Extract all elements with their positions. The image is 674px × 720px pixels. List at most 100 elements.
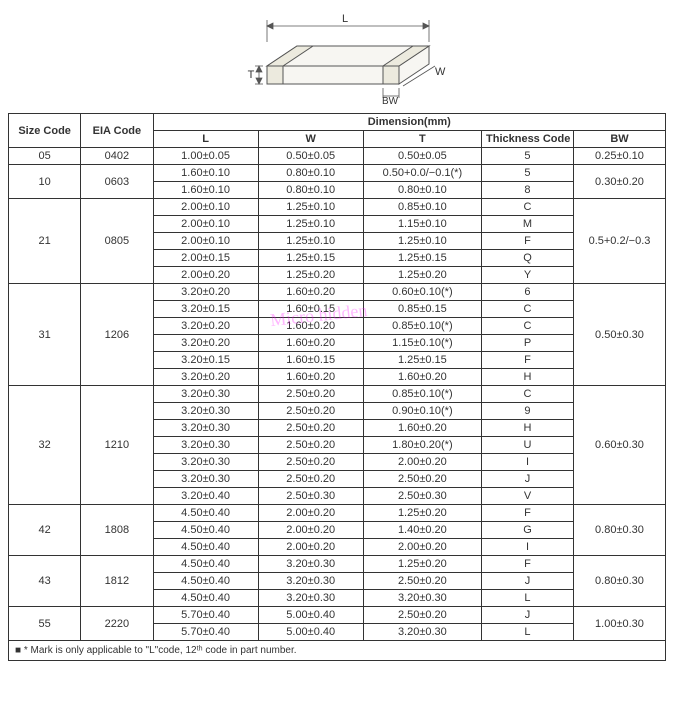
cell-W: 1.60±0.20: [258, 318, 363, 335]
cell-T: 2.00±0.20: [363, 539, 481, 556]
cell-T: 0.85±0.10: [363, 199, 481, 216]
cell-W: 2.00±0.20: [258, 522, 363, 539]
cell-L: 5.70±0.40: [153, 607, 258, 624]
cell-L: 1.60±0.10: [153, 165, 258, 182]
col-dimension: Dimension(mm): [153, 114, 665, 131]
cell-W: 1.60±0.15: [258, 352, 363, 369]
cell-tc: M: [482, 216, 574, 233]
cell-T: 0.50±0.05: [363, 148, 481, 165]
cell-L: 3.20±0.20: [153, 284, 258, 301]
cell-tc: Q: [482, 250, 574, 267]
cell-tc: F: [482, 233, 574, 250]
cell-T: 3.20±0.30: [363, 624, 481, 641]
cell-tc: F: [482, 505, 574, 522]
cell-tc: L: [482, 624, 574, 641]
cell-W: 0.80±0.10: [258, 165, 363, 182]
cell-W: 2.00±0.20: [258, 505, 363, 522]
dim-BW-label: BW: [382, 96, 399, 104]
cell-L: 5.70±0.40: [153, 624, 258, 641]
cell-T: 2.50±0.20: [363, 607, 481, 624]
cell-tc: J: [482, 607, 574, 624]
cell-L: 3.20±0.30: [153, 471, 258, 488]
cell-size: 31: [9, 284, 81, 386]
table-row: 1006031.60±0.100.80±0.100.50+0.0/−0.1(*)…: [9, 165, 666, 182]
cell-T: 0.50+0.0/−0.1(*): [363, 165, 481, 182]
cell-L: 4.50±0.40: [153, 539, 258, 556]
cell-tc: J: [482, 471, 574, 488]
cell-W: 2.50±0.20: [258, 454, 363, 471]
cell-tc: G: [482, 522, 574, 539]
cell-BW: 0.25±0.10: [573, 148, 665, 165]
cell-T: 2.00±0.20: [363, 454, 481, 471]
cell-tc: C: [482, 318, 574, 335]
cell-tc: 6: [482, 284, 574, 301]
cell-T: 1.25±0.15: [363, 352, 481, 369]
cell-T: 3.20±0.30: [363, 590, 481, 607]
table-row: 2108052.00±0.101.25±0.100.85±0.10C0.5+0.…: [9, 199, 666, 216]
cell-T: 0.85±0.10(*): [363, 318, 481, 335]
cell-eia: 1808: [81, 505, 153, 556]
cell-T: 1.60±0.20: [363, 420, 481, 437]
cell-L: 3.20±0.30: [153, 403, 258, 420]
cell-eia: 1206: [81, 284, 153, 386]
cell-tc: 9: [482, 403, 574, 420]
cell-L: 3.20±0.15: [153, 301, 258, 318]
cell-eia: 1210: [81, 386, 153, 505]
cell-size: 55: [9, 607, 81, 641]
cell-L: 3.20±0.20: [153, 369, 258, 386]
cell-tc: F: [482, 352, 574, 369]
cell-tc: H: [482, 369, 574, 386]
cell-L: 1.60±0.10: [153, 182, 258, 199]
cell-eia: 0805: [81, 199, 153, 284]
cell-T: 1.80±0.20(*): [363, 437, 481, 454]
col-eia-code: EIA Code: [81, 114, 153, 148]
cell-tc: C: [482, 199, 574, 216]
cell-L: 4.50±0.40: [153, 505, 258, 522]
cell-L: 2.00±0.20: [153, 267, 258, 284]
cell-tc: V: [482, 488, 574, 505]
cell-W: 1.60±0.20: [258, 284, 363, 301]
col-thickness: Thickness Code: [482, 131, 574, 148]
cell-L: 4.50±0.40: [153, 573, 258, 590]
cell-L: 2.00±0.10: [153, 216, 258, 233]
table-body: 0504021.00±0.050.50±0.050.50±0.0550.25±0…: [9, 148, 666, 641]
cell-W: 5.00±0.40: [258, 607, 363, 624]
cell-W: 1.25±0.10: [258, 233, 363, 250]
cell-T: 1.60±0.20: [363, 369, 481, 386]
cell-eia: 0402: [81, 148, 153, 165]
col-L: L: [153, 131, 258, 148]
cell-eia: 1812: [81, 556, 153, 607]
cell-T: 0.60±0.10(*): [363, 284, 481, 301]
col-BW: BW: [573, 131, 665, 148]
cell-tc: 5: [482, 148, 574, 165]
table-row: 3212103.20±0.302.50±0.200.85±0.10(*)C0.6…: [9, 386, 666, 403]
cell-tc: U: [482, 437, 574, 454]
cell-T: 2.50±0.20: [363, 471, 481, 488]
cell-T: 0.80±0.10: [363, 182, 481, 199]
cell-W: 1.25±0.15: [258, 250, 363, 267]
dimension-table: Size Code EIA Code Dimension(mm) L W T T…: [8, 113, 666, 641]
cell-tc: I: [482, 454, 574, 471]
table-row: 4218084.50±0.402.00±0.201.25±0.20F0.80±0…: [9, 505, 666, 522]
cell-L: 3.20±0.30: [153, 437, 258, 454]
cell-T: 1.25±0.20: [363, 556, 481, 573]
cell-T: 2.50±0.30: [363, 488, 481, 505]
cell-L: 3.20±0.40: [153, 488, 258, 505]
cell-L: 3.20±0.15: [153, 352, 258, 369]
col-W: W: [258, 131, 363, 148]
table-row: 4318124.50±0.403.20±0.301.25±0.20F0.80±0…: [9, 556, 666, 573]
cell-L: 3.20±0.20: [153, 335, 258, 352]
cell-tc: Y: [482, 267, 574, 284]
cell-W: 1.60±0.15: [258, 301, 363, 318]
cell-L: 3.20±0.30: [153, 454, 258, 471]
cell-W: 2.50±0.20: [258, 403, 363, 420]
cell-W: 2.50±0.20: [258, 437, 363, 454]
cell-BW: 1.00±0.30: [573, 607, 665, 641]
cell-T: 1.25±0.20: [363, 505, 481, 522]
cell-T: 2.50±0.20: [363, 573, 481, 590]
cell-T: 0.85±0.10(*): [363, 386, 481, 403]
cell-T: 1.15±0.10: [363, 216, 481, 233]
cell-BW: 0.80±0.30: [573, 505, 665, 556]
cell-tc: C: [482, 386, 574, 403]
dim-T-label: T: [248, 69, 255, 81]
